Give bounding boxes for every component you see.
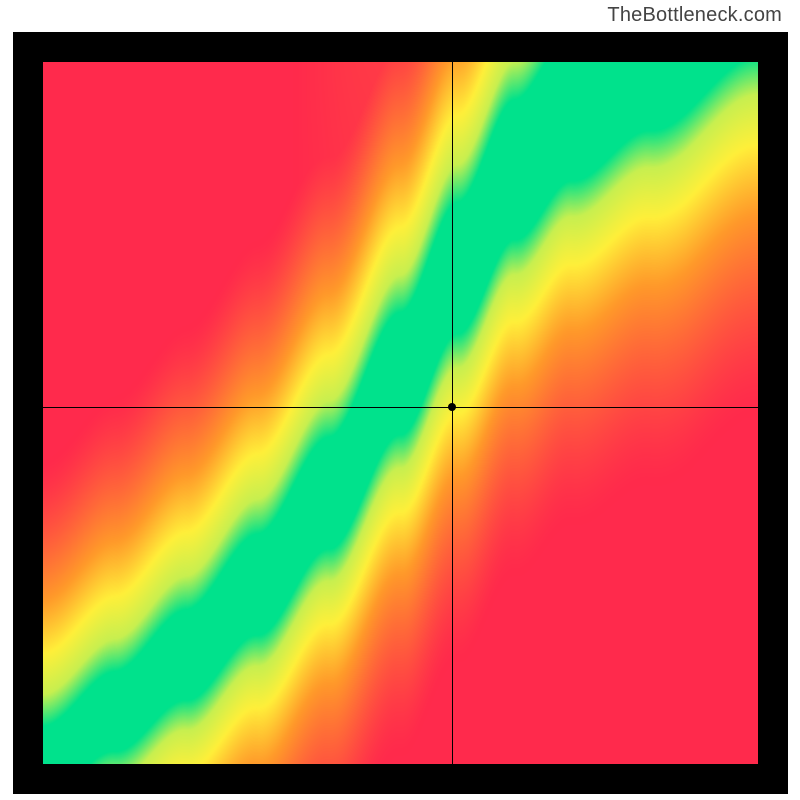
crosshair-vertical: [452, 62, 453, 764]
crosshair-horizontal: [43, 407, 758, 408]
heatmap-canvas: [43, 62, 758, 764]
chart-container: TheBottleneck.com: [0, 0, 800, 800]
watermark-text: TheBottleneck.com: [607, 4, 782, 27]
crosshair-dot: [448, 403, 456, 411]
